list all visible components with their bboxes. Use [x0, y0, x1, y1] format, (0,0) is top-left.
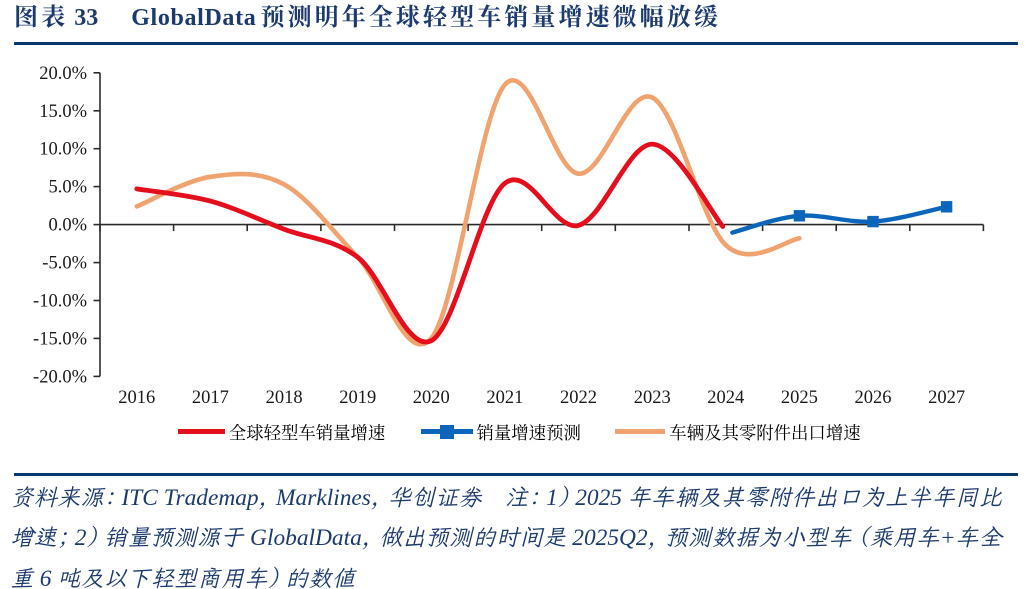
svg-text:0.0%: 0.0%: [48, 216, 87, 236]
svg-text:20.0%: 20.0%: [39, 64, 87, 84]
svg-text:2022: 2022: [560, 388, 597, 408]
svg-text:2025: 2025: [781, 388, 818, 408]
svg-text:-15.0%: -15.0%: [33, 329, 87, 349]
svg-text:2018: 2018: [266, 388, 303, 408]
svg-text:-5.0%: -5.0%: [42, 254, 87, 274]
svg-text:2017: 2017: [192, 388, 229, 408]
svg-text:2021: 2021: [486, 388, 523, 408]
svg-text:5.0%: 5.0%: [48, 178, 87, 198]
svg-text:-20.0%: -20.0%: [33, 367, 87, 387]
svg-text:15.0%: 15.0%: [39, 102, 87, 122]
svg-text:2026: 2026: [855, 388, 892, 408]
svg-text:2020: 2020: [413, 388, 450, 408]
svg-text:2024: 2024: [707, 388, 744, 408]
svg-text:2027: 2027: [928, 388, 965, 408]
svg-text:2023: 2023: [634, 388, 671, 408]
svg-text:2019: 2019: [339, 388, 376, 408]
svg-text:10.0%: 10.0%: [39, 140, 87, 160]
svg-text:-10.0%: -10.0%: [33, 292, 87, 312]
svg-text:2016: 2016: [118, 388, 155, 408]
